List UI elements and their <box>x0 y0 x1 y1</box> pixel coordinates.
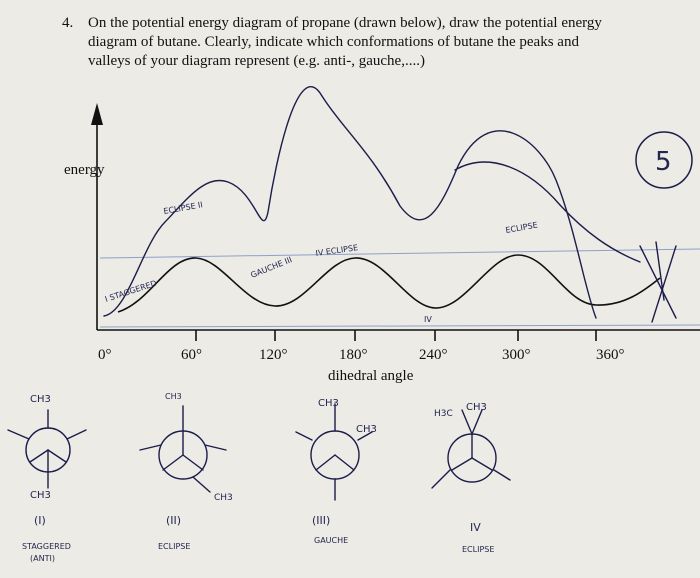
ruled-line <box>99 248 700 259</box>
svg-text:(ANTI): (ANTI) <box>30 554 55 563</box>
svg-text:IV: IV <box>470 521 481 534</box>
svg-text:CH3: CH3 <box>356 424 377 435</box>
svg-text:CH3: CH3 <box>318 398 339 409</box>
svg-text:(III): (III) <box>312 514 330 527</box>
question-line-3: valleys of your diagram represent (e.g. … <box>88 53 425 69</box>
butane-curve-tail <box>454 161 641 263</box>
peak-label-1: ECLIPSE II <box>163 200 204 216</box>
svg-text:CH3: CH3 <box>30 394 51 405</box>
x-tick-60: 60° <box>181 347 202 363</box>
valley-label-3: IV <box>424 315 432 324</box>
svg-text:ECLIPSE: ECLIPSE <box>462 545 494 554</box>
newman-projection-4 <box>431 409 511 489</box>
svg-text:H3C: H3C <box>434 409 453 419</box>
svg-text:STAGGERED: STAGGERED <box>22 542 71 551</box>
svg-text:ECLIPSE: ECLIPSE <box>158 542 190 551</box>
y-axis-arrow <box>91 103 103 125</box>
valley-label-2: GAUCHE III <box>249 255 293 280</box>
question-text: 4. On the potential energy diagram of pr… <box>62 14 694 71</box>
ruled-line <box>99 324 700 328</box>
score-circle <box>635 131 693 189</box>
svg-text:CH3: CH3 <box>466 402 487 413</box>
propane-curve <box>117 254 661 313</box>
newman-labels: (I) STAGGERED (ANTI) (II) ECLIPSE (III) … <box>22 514 494 563</box>
x-tick-0: 0° <box>98 347 112 363</box>
question-number: 4. <box>62 15 74 31</box>
x-axis-label: dihedral angle <box>328 368 414 384</box>
peak-label-2: IV ECLIPSE <box>315 243 359 258</box>
x-tick-360: 360° <box>596 347 625 363</box>
x-tick-120: 120° <box>259 347 288 363</box>
x-tick-180: 180° <box>339 347 368 363</box>
score-value: 5 <box>655 147 672 177</box>
svg-text:(II): (II) <box>166 514 181 527</box>
svg-text:CH3: CH3 <box>30 490 51 501</box>
svg-text:GAUCHE: GAUCHE <box>314 536 348 545</box>
x-ticks <box>195 330 597 341</box>
question-line-2: diagram of butane. Clearly, indicate whi… <box>88 34 579 50</box>
y-axis-label: energy <box>64 162 105 178</box>
scribble-x <box>639 241 677 323</box>
newman-projection-3 <box>295 403 373 501</box>
butane-curve <box>103 86 597 319</box>
x-tick-240: 240° <box>419 347 448 363</box>
svg-text:(I): (I) <box>34 514 46 527</box>
newman-projection-1 <box>7 409 87 489</box>
question-line-1: On the potential energy diagram of propa… <box>88 15 602 31</box>
valley-label-1: I STAGGERED <box>104 279 158 304</box>
newman-projection-2 <box>139 405 227 493</box>
newman-substituents: CH3 CH3 CH3 CH3 CH3 CH3 CH3 H3C <box>30 392 487 503</box>
svg-text:CH3: CH3 <box>165 392 182 401</box>
x-tick-300: 300° <box>502 347 531 363</box>
svg-text:CH3: CH3 <box>214 493 233 503</box>
peak-label-3: ECLIPSE <box>505 220 538 234</box>
